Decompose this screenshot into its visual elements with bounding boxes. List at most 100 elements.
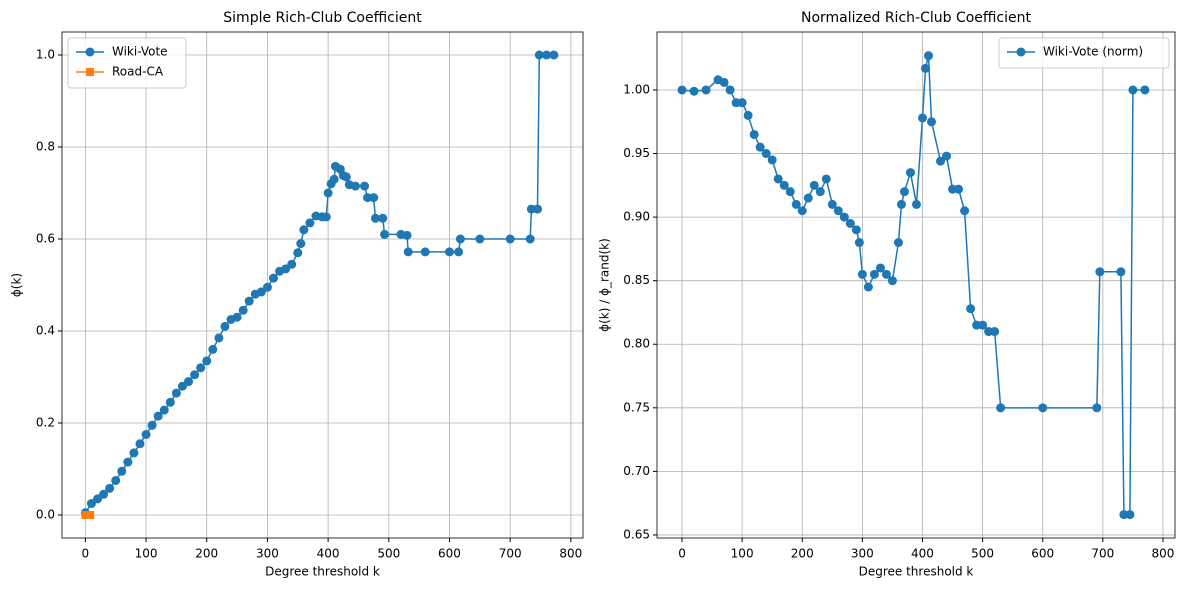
y-tick-label: 0.70 (623, 464, 650, 478)
x-tick-label: 800 (559, 547, 582, 561)
marker (525, 234, 535, 244)
marker (737, 98, 747, 108)
marker (268, 273, 278, 283)
x-tick-label: 100 (135, 547, 158, 561)
marker (869, 269, 879, 279)
x-axis-label: Degree threshold k (265, 565, 380, 579)
marker (86, 511, 95, 519)
marker (917, 113, 927, 123)
marker (1116, 267, 1126, 277)
marker (296, 239, 306, 249)
marker (803, 193, 813, 203)
marker (262, 282, 272, 292)
marker (719, 77, 729, 87)
x-tick-label: 100 (731, 547, 754, 561)
marker (845, 218, 855, 228)
x-tick-label: 400 (317, 547, 340, 561)
marker (220, 321, 230, 331)
marker (184, 377, 194, 387)
marker (779, 180, 789, 190)
x-tick-label: 500 (971, 547, 994, 561)
y-tick-label: 0.85 (623, 273, 650, 287)
series (677, 51, 1150, 520)
marker (1016, 47, 1026, 57)
plot-frame (61, 31, 584, 539)
legend: Wiki-Vote (norm) (998, 37, 1170, 69)
marker (920, 63, 930, 73)
marker (135, 439, 145, 449)
marker (244, 296, 254, 306)
marker (851, 225, 861, 235)
marker (86, 68, 94, 76)
marker (773, 174, 783, 184)
marker (202, 356, 212, 366)
y-tick-label: 0.80 (623, 337, 650, 351)
series (80, 50, 559, 518)
marker (960, 206, 970, 216)
marker (791, 199, 801, 209)
marker (117, 466, 127, 476)
marker (978, 320, 988, 330)
marker (839, 212, 849, 222)
marker (287, 259, 297, 269)
marker (190, 370, 200, 380)
marker (196, 363, 206, 373)
marker (785, 187, 795, 197)
data-line (84, 54, 554, 514)
legend: Wiki-Vote Road-CA (67, 37, 187, 89)
marker (380, 229, 390, 239)
marker (454, 247, 464, 257)
marker (689, 86, 699, 96)
marker (767, 155, 777, 165)
marker (111, 476, 121, 485)
marker (725, 85, 735, 95)
y-tick-label: 0.0 (36, 508, 55, 522)
y-tick-label: 0.90 (623, 210, 650, 224)
marker (171, 388, 181, 398)
marker (857, 269, 867, 279)
marker (321, 212, 331, 222)
y-axis-label: ϕ(k) (10, 273, 24, 297)
marker (896, 199, 906, 209)
marker (147, 420, 157, 430)
marker (809, 180, 819, 190)
legend-box (67, 37, 187, 89)
marker (755, 142, 765, 152)
x-tick-label: 800 (1152, 547, 1175, 561)
marker (341, 172, 351, 182)
marker (990, 327, 1000, 337)
marker (532, 204, 542, 214)
marker (299, 225, 309, 235)
marker (159, 405, 169, 415)
marker (402, 230, 412, 240)
marker (1038, 403, 1048, 413)
y-tick-label: 0.4 (36, 324, 55, 338)
x-tick-label: 0 (82, 547, 90, 561)
marker (329, 174, 339, 184)
y-tick-label: 0.65 (623, 527, 650, 541)
marker (505, 234, 515, 244)
y-tick-label: 0.75 (623, 400, 650, 414)
x-tick-label: 500 (377, 547, 400, 561)
marker (153, 411, 163, 421)
marker (232, 312, 242, 322)
x-tick-label: 300 (256, 547, 279, 561)
marker (797, 206, 807, 216)
x-tick-label: 400 (911, 547, 934, 561)
marker (305, 218, 315, 228)
marker (942, 151, 952, 161)
marker (677, 85, 687, 95)
marker (378, 213, 388, 223)
marker (542, 50, 552, 60)
x-tick-label: 200 (791, 547, 814, 561)
y-axis-label: ϕ(k) / ϕ_rand(k) (598, 238, 612, 332)
marker (455, 234, 465, 244)
marker (863, 282, 873, 292)
marker (420, 247, 430, 257)
y-tick-label: 0.95 (623, 146, 650, 160)
marker (893, 238, 903, 248)
marker (905, 168, 915, 178)
marker (875, 263, 885, 273)
legend-label: Wiki-Vote (112, 45, 168, 59)
marker (1140, 85, 1150, 95)
